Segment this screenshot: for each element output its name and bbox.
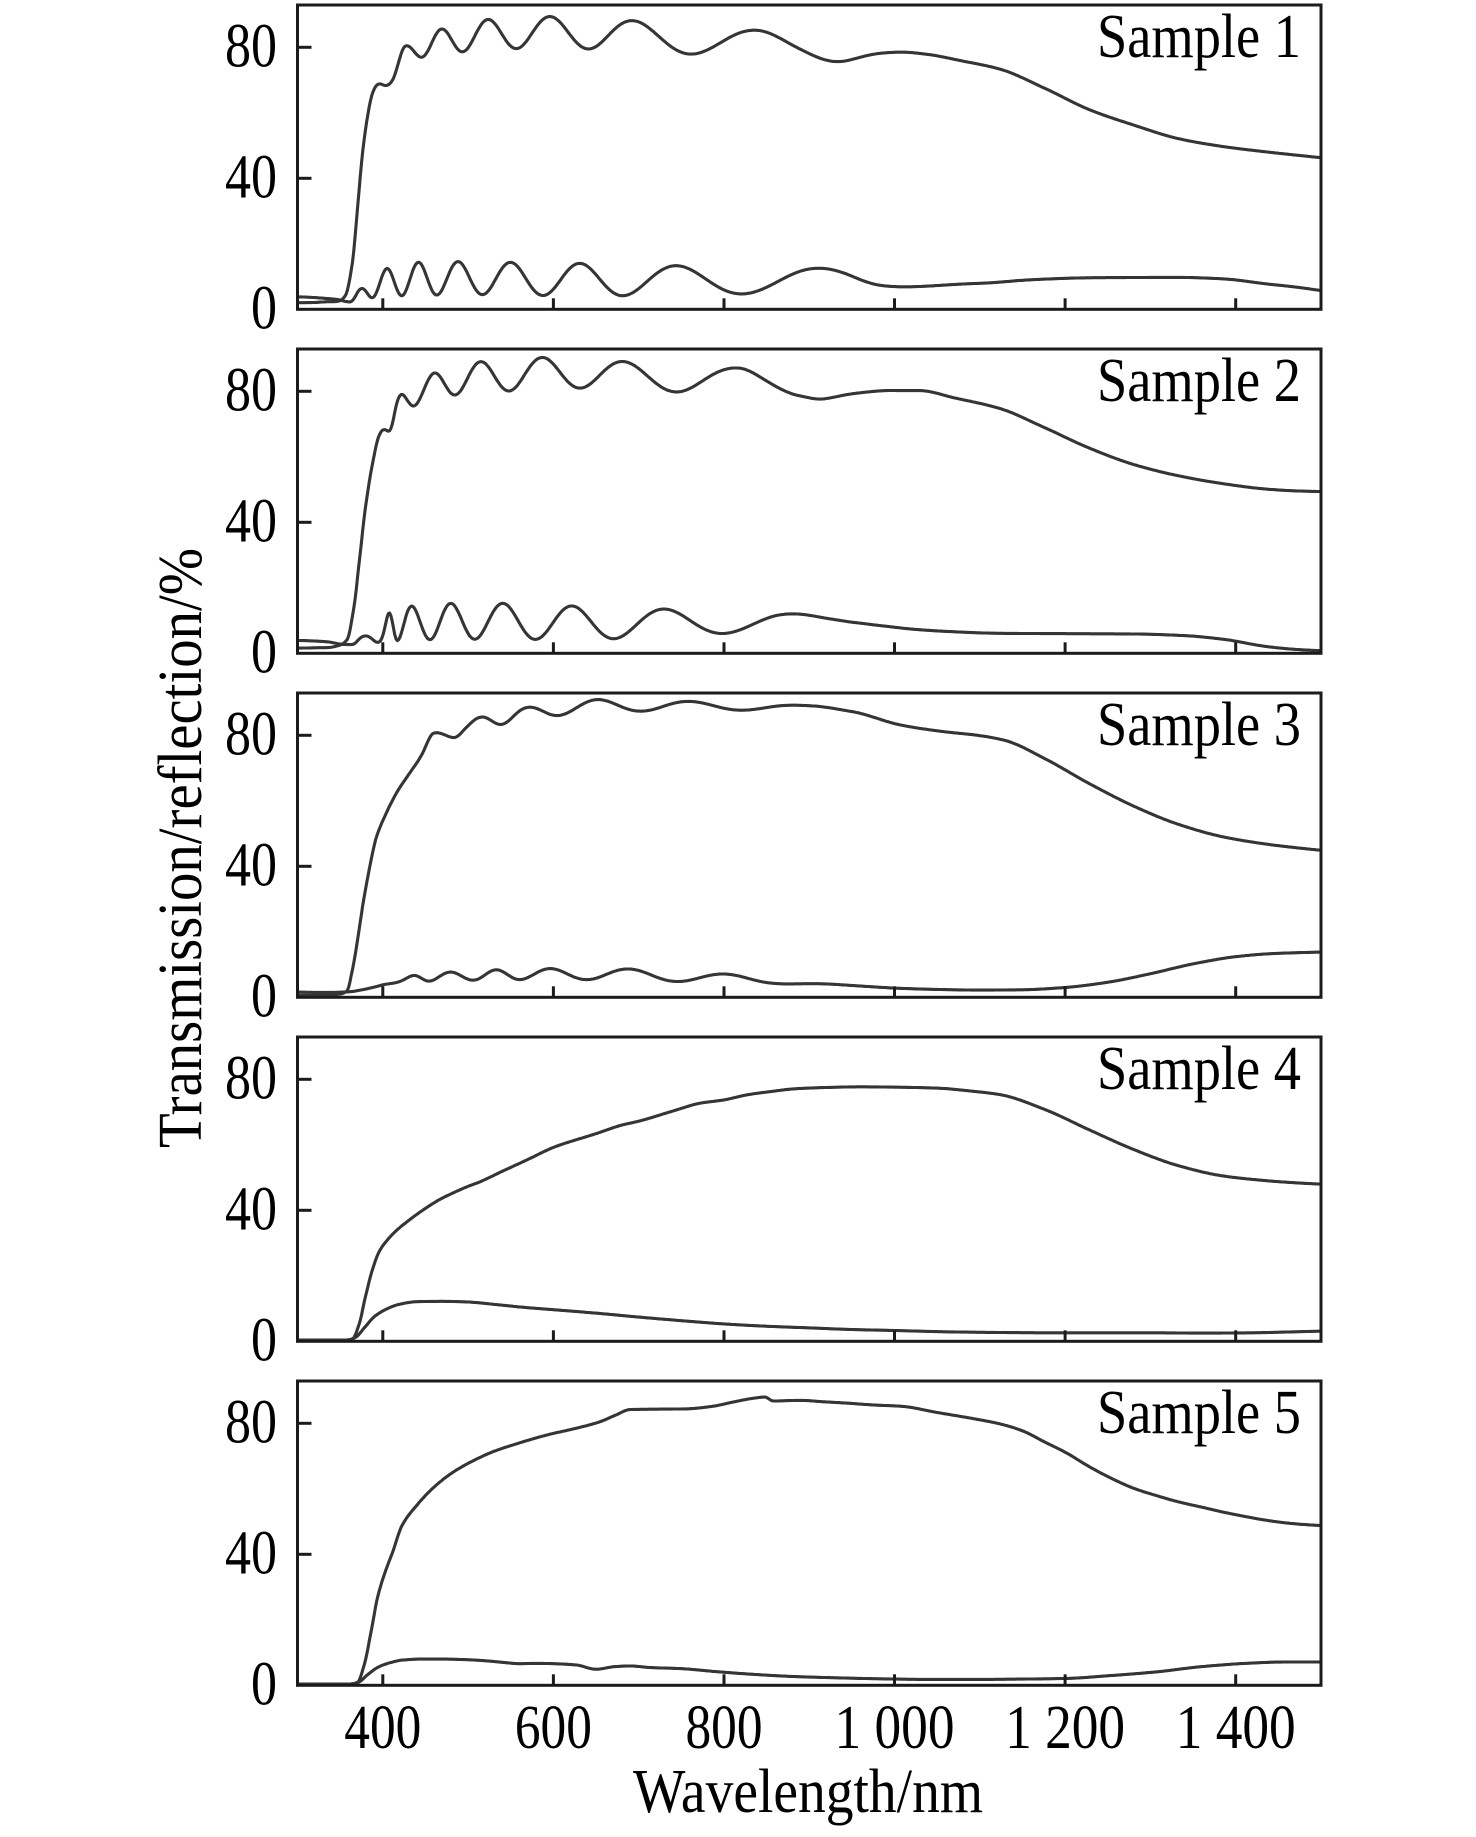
svg-text:40: 40 bbox=[225, 487, 277, 555]
svg-text:0: 0 bbox=[251, 274, 277, 342]
svg-text:600: 600 bbox=[515, 1694, 592, 1762]
svg-text:80: 80 bbox=[225, 700, 277, 768]
svg-text:Transmission/reflection/%: Transmission/reflection/% bbox=[147, 548, 215, 1148]
svg-text:40: 40 bbox=[225, 143, 277, 211]
svg-text:0: 0 bbox=[251, 1650, 277, 1718]
svg-text:0: 0 bbox=[251, 1306, 277, 1374]
svg-text:40: 40 bbox=[225, 1519, 277, 1587]
svg-text:Sample 5: Sample 5 bbox=[1097, 1379, 1301, 1447]
svg-text:Wavelength/nm: Wavelength/nm bbox=[633, 1758, 983, 1826]
svg-text:800: 800 bbox=[686, 1694, 763, 1762]
svg-text:400: 400 bbox=[344, 1694, 421, 1762]
svg-text:Sample 1: Sample 1 bbox=[1097, 3, 1301, 71]
svg-text:40: 40 bbox=[225, 1175, 277, 1243]
svg-text:80: 80 bbox=[225, 12, 277, 80]
svg-text:Sample 2: Sample 2 bbox=[1097, 347, 1301, 415]
svg-text:Sample 3: Sample 3 bbox=[1097, 691, 1301, 759]
svg-text:80: 80 bbox=[225, 1388, 277, 1456]
svg-text:80: 80 bbox=[225, 356, 277, 424]
svg-text:40: 40 bbox=[225, 831, 277, 899]
svg-text:0: 0 bbox=[251, 962, 277, 1030]
svg-text:80: 80 bbox=[225, 1044, 277, 1112]
svg-text:0: 0 bbox=[251, 618, 277, 686]
svg-text:1 000: 1 000 bbox=[835, 1694, 955, 1762]
svg-text:Sample 4: Sample 4 bbox=[1097, 1035, 1301, 1103]
svg-text:1 400: 1 400 bbox=[1176, 1694, 1296, 1762]
svg-text:1 200: 1 200 bbox=[1005, 1694, 1125, 1762]
